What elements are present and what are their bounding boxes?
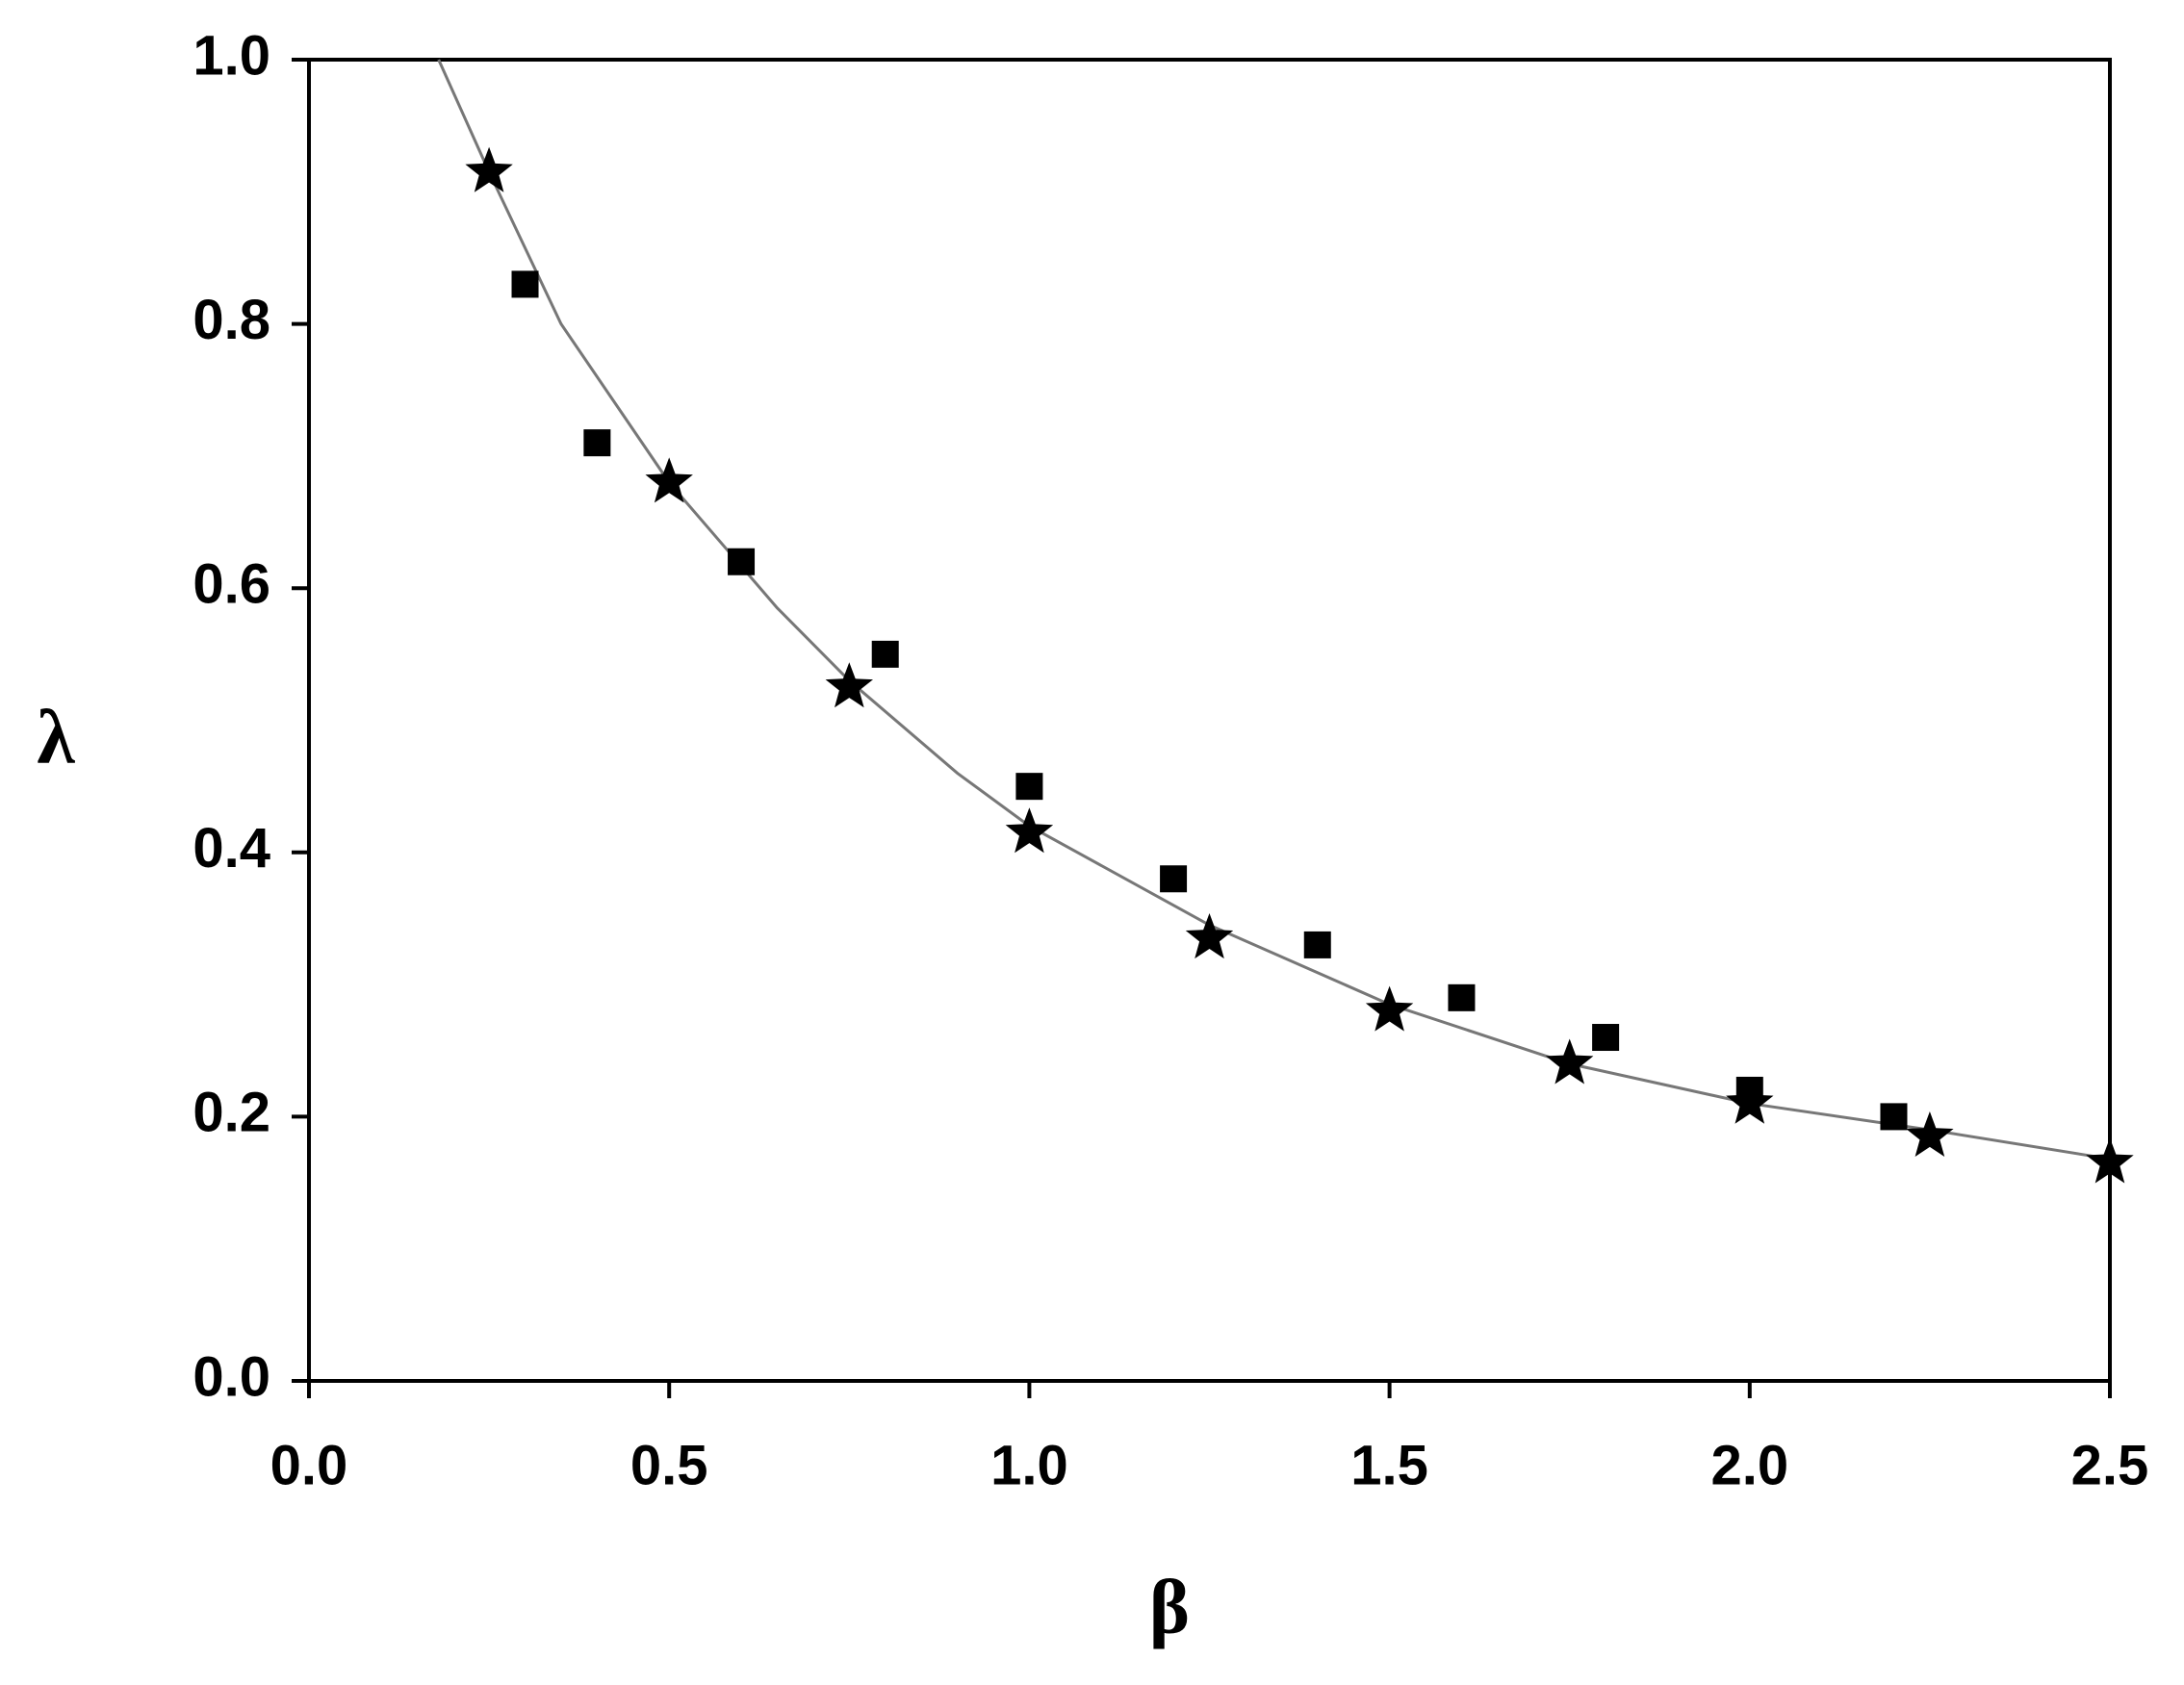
y-tick-label: 1.0 — [193, 24, 270, 87]
y-tick-label: 0.0 — [193, 1345, 270, 1408]
star-marker — [1005, 807, 1054, 854]
y-tick-label: 0.2 — [193, 1082, 270, 1144]
square-marker — [871, 640, 899, 668]
star-marker — [825, 662, 873, 708]
y-tick-label: 0.4 — [193, 817, 270, 880]
square-marker — [1880, 1103, 1908, 1131]
star-marker — [2086, 1137, 2134, 1184]
star-marker — [1726, 1078, 1774, 1124]
square-marker — [728, 548, 756, 575]
plot-frame — [307, 58, 2112, 1383]
square-marker — [1448, 983, 1476, 1011]
x-tick-label: 1.5 — [1350, 1434, 1428, 1496]
x-tick-label: 2.0 — [1710, 1434, 1788, 1496]
star-marker — [1546, 1038, 1594, 1085]
y-tick-label: 0.8 — [193, 289, 270, 351]
square-marker — [1592, 1024, 1620, 1052]
star-marker — [1365, 985, 1414, 1032]
x-tick-label: 0.5 — [630, 1434, 708, 1496]
star-marker — [1185, 913, 1234, 959]
square-marker — [1015, 773, 1043, 801]
star-marker — [1906, 1111, 1954, 1157]
x-tick-label: 1.0 — [990, 1434, 1068, 1496]
x-axis-title: β — [1149, 1565, 1190, 1649]
y-tick-label: 0.6 — [193, 553, 270, 616]
star-marker — [645, 457, 693, 503]
fit-line — [437, 59, 2111, 1161]
square-marker — [583, 429, 611, 457]
square-marker — [1160, 865, 1188, 893]
square-marker — [511, 270, 539, 298]
x-tick-label: 2.5 — [2071, 1434, 2149, 1496]
x-tick-label: 0.0 — [270, 1434, 348, 1496]
y-axis-title: λ — [37, 695, 75, 779]
star-marker — [465, 146, 513, 192]
square-marker — [1303, 931, 1331, 958]
